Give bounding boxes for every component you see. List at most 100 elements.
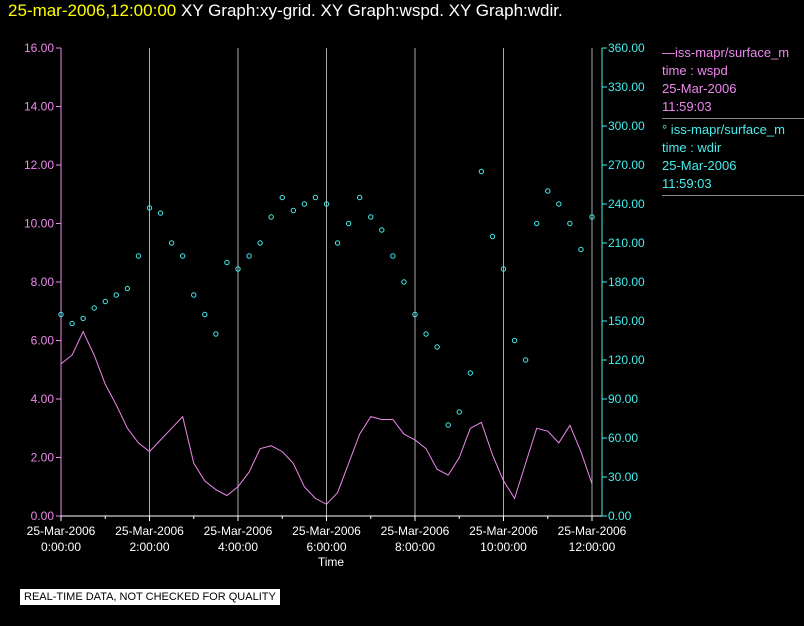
wdir-point-48 bbox=[589, 214, 595, 220]
wdir-point-43 bbox=[533, 220, 540, 227]
wdir-point-41 bbox=[511, 337, 518, 344]
wdir-point-40 bbox=[500, 266, 507, 272]
wdir-point-9 bbox=[157, 210, 164, 216]
x-tick-time-1: 2:00:00 bbox=[129, 540, 169, 554]
wdir-point-26 bbox=[345, 220, 352, 227]
y-right-tick-label-0: 0.00 bbox=[608, 509, 632, 523]
x-tick-time-6: 12:00:00 bbox=[569, 540, 616, 554]
wdir-point-28 bbox=[368, 214, 374, 220]
y-right-tick-label-9: 270.00 bbox=[608, 158, 645, 172]
wdir-point-34 bbox=[434, 344, 440, 350]
quality-disclaimer: REAL-TIME DATA, NOT CHECKED FOR QUALITY bbox=[20, 589, 280, 605]
wdir-point-21 bbox=[290, 207, 297, 214]
wdir-point-32 bbox=[412, 311, 418, 318]
y-left-tick-label-5: 10.00 bbox=[24, 217, 54, 231]
wdir-point-11 bbox=[179, 253, 186, 259]
wdir-point-46 bbox=[567, 220, 573, 227]
x-tick-date-1: 25-Mar-2006 bbox=[115, 524, 184, 538]
series-marks bbox=[58, 168, 595, 505]
legend-entry-wdir: ° iss-mapr/surface_m time : wdir 25-Mar-… bbox=[662, 121, 804, 196]
wspd-series-line bbox=[60, 330, 593, 505]
wdir-point-14 bbox=[213, 331, 219, 337]
wdir-point-31 bbox=[401, 279, 407, 285]
x-tick-time-3: 6:00:00 bbox=[306, 540, 346, 554]
legend-wdir-field: time : wdir bbox=[662, 140, 722, 155]
wdir-point-24 bbox=[323, 201, 330, 207]
y-right-tick-label-3: 90.00 bbox=[608, 392, 638, 406]
wdir-point-13 bbox=[202, 311, 208, 318]
wdir-point-7 bbox=[135, 253, 142, 259]
y-left-tick-label-8: 16.00 bbox=[24, 41, 54, 55]
wdir-point-30 bbox=[390, 253, 396, 259]
x-tick-time-0: 0:00:00 bbox=[41, 540, 81, 554]
legend-wdir-date: 25-Mar-2006 bbox=[662, 158, 737, 173]
wdir-point-42 bbox=[522, 357, 529, 363]
wdir-point-22 bbox=[301, 201, 308, 207]
legend-wspd-time: 11:59:03 bbox=[662, 99, 712, 114]
x-tick-date-6: 25-Mar-2006 bbox=[558, 524, 627, 538]
x-tick-time-5: 10:00:00 bbox=[480, 540, 527, 554]
wdir-point-16 bbox=[235, 266, 241, 272]
wdir-point-17 bbox=[246, 253, 252, 259]
y-right-tick-label-8: 240.00 bbox=[608, 197, 645, 211]
wdir-point-5 bbox=[113, 292, 120, 298]
wdir-point-36 bbox=[456, 409, 462, 415]
wdir-point-19 bbox=[268, 214, 274, 220]
wdir-point-3 bbox=[91, 305, 97, 311]
y-right-tick-label-6: 180.00 bbox=[608, 275, 645, 289]
y-axis-right-ticks: 0.00 30.00 60.00 90.00 120.00 150.00 180.00 210… bbox=[602, 41, 645, 523]
y-right-tick-label-10: 300.00 bbox=[608, 119, 645, 133]
wdir-point-29 bbox=[379, 227, 385, 233]
x-tick-date-3: 25-Mar-2006 bbox=[292, 524, 361, 538]
wdir-point-6 bbox=[124, 285, 131, 292]
legend-wspd-field: time : wspd bbox=[662, 63, 728, 78]
wdir-point-25 bbox=[334, 240, 341, 246]
wdir-point-27 bbox=[356, 194, 363, 201]
y-left-tick-label-7: 14.00 bbox=[24, 100, 54, 114]
vertical-grid bbox=[60, 48, 593, 516]
wdir-point-47 bbox=[578, 246, 584, 253]
wdir-point-38 bbox=[478, 168, 485, 175]
y-right-tick-label-2: 60.00 bbox=[608, 431, 638, 445]
legend: —iss-mapr/surface_m time : wspd 25-Mar-2… bbox=[662, 44, 804, 198]
wdir-point-1 bbox=[69, 320, 75, 327]
wdir-point-37 bbox=[467, 370, 474, 376]
x-axis-label: Time bbox=[318, 555, 345, 569]
y-left-tick-label-6: 12.00 bbox=[24, 158, 54, 172]
y-axis-left-ticks: 0.00 2.00 4.00 6.00 8.00 10.00 12.00 14.00 16.00 bbox=[24, 41, 61, 523]
wdir-point-2 bbox=[80, 315, 86, 322]
y-left-tick-label-1: 2.00 bbox=[31, 451, 55, 465]
wdir-point-44 bbox=[545, 188, 551, 194]
x-tick-date-0: 25-Mar-2006 bbox=[27, 524, 96, 538]
wdir-point-39 bbox=[489, 233, 496, 240]
header-title: 25-mar-2006,12:00:00 XY Graph:xy-grid. X… bbox=[8, 1, 563, 21]
wdir-point-20 bbox=[279, 194, 285, 201]
header-graphs: XY Graph:xy-grid. XY Graph:wspd. XY Grap… bbox=[180, 1, 563, 20]
x-tick-time-4: 8:00:00 bbox=[395, 540, 435, 554]
y-right-tick-label-1: 30.00 bbox=[608, 470, 638, 484]
wdir-point-35 bbox=[445, 422, 451, 428]
wdir-point-45 bbox=[556, 201, 562, 207]
x-tick-date-2: 25-Mar-2006 bbox=[204, 524, 273, 538]
y-left-tick-label-0: 0.00 bbox=[31, 509, 55, 523]
wdir-point-33 bbox=[423, 331, 429, 337]
y-left-tick-label-4: 8.00 bbox=[31, 275, 55, 289]
y-right-tick-label-4: 120.00 bbox=[608, 353, 645, 367]
wdir-point-8 bbox=[146, 205, 153, 211]
x-tick-date-4: 25-Mar-2006 bbox=[381, 524, 450, 538]
legend-wspd-line: —iss-mapr/surface_m bbox=[662, 45, 790, 60]
wdir-point-10 bbox=[168, 240, 175, 246]
wdir-point-4 bbox=[102, 298, 108, 305]
wdir-point-12 bbox=[191, 292, 197, 298]
y-left-tick-label-2: 4.00 bbox=[31, 392, 55, 406]
x-tick-date-5: 25-Mar-2006 bbox=[469, 524, 538, 538]
wdir-point-23 bbox=[312, 194, 319, 201]
legend-entry-wspd: —iss-mapr/surface_m time : wspd 25-Mar-2… bbox=[662, 44, 804, 119]
y-right-tick-label-12: 360.00 bbox=[608, 41, 645, 55]
legend-wdir-marker: ° iss-mapr/surface_m bbox=[662, 122, 785, 137]
y-left-tick-label-3: 6.00 bbox=[31, 334, 55, 348]
wdir-point-18 bbox=[257, 240, 263, 246]
x-axis-ticks: 25-Mar-2006 0:00:00 25-Mar-2006 2:00:00 25-M… bbox=[27, 516, 627, 554]
y-right-tick-label-11: 330.00 bbox=[608, 80, 645, 94]
